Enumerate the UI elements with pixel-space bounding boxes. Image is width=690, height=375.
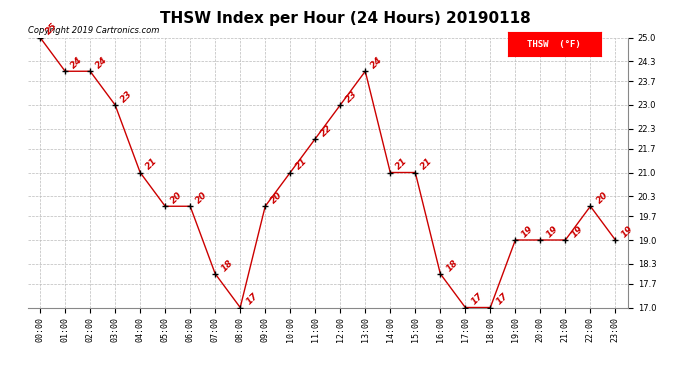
Text: 24: 24: [69, 55, 84, 70]
Text: 20: 20: [169, 190, 184, 206]
Text: 24: 24: [369, 55, 384, 70]
Text: 17: 17: [244, 291, 259, 307]
Text: 18: 18: [444, 258, 460, 273]
Text: 24: 24: [95, 55, 110, 70]
Text: 19: 19: [520, 224, 535, 239]
Text: 19: 19: [544, 224, 560, 239]
Text: 19: 19: [569, 224, 584, 239]
Text: 23: 23: [119, 89, 135, 104]
Text: 20: 20: [269, 190, 284, 206]
Text: 25: 25: [44, 21, 59, 37]
Text: 20: 20: [195, 190, 210, 206]
Text: 18: 18: [219, 258, 235, 273]
Text: 20: 20: [595, 190, 610, 206]
Text: 21: 21: [144, 156, 159, 172]
Text: 17: 17: [495, 291, 510, 307]
Text: THSW Index per Hour (24 Hours) 20190118: THSW Index per Hour (24 Hours) 20190118: [159, 11, 531, 26]
Text: 17: 17: [469, 291, 484, 307]
Text: 19: 19: [620, 224, 635, 239]
Text: 21: 21: [395, 156, 410, 172]
Text: Copyright 2019 Cartronics.com: Copyright 2019 Cartronics.com: [28, 26, 159, 35]
Text: 22: 22: [319, 123, 335, 138]
Text: 21: 21: [420, 156, 435, 172]
Text: 21: 21: [295, 156, 310, 172]
Text: 23: 23: [344, 89, 359, 104]
